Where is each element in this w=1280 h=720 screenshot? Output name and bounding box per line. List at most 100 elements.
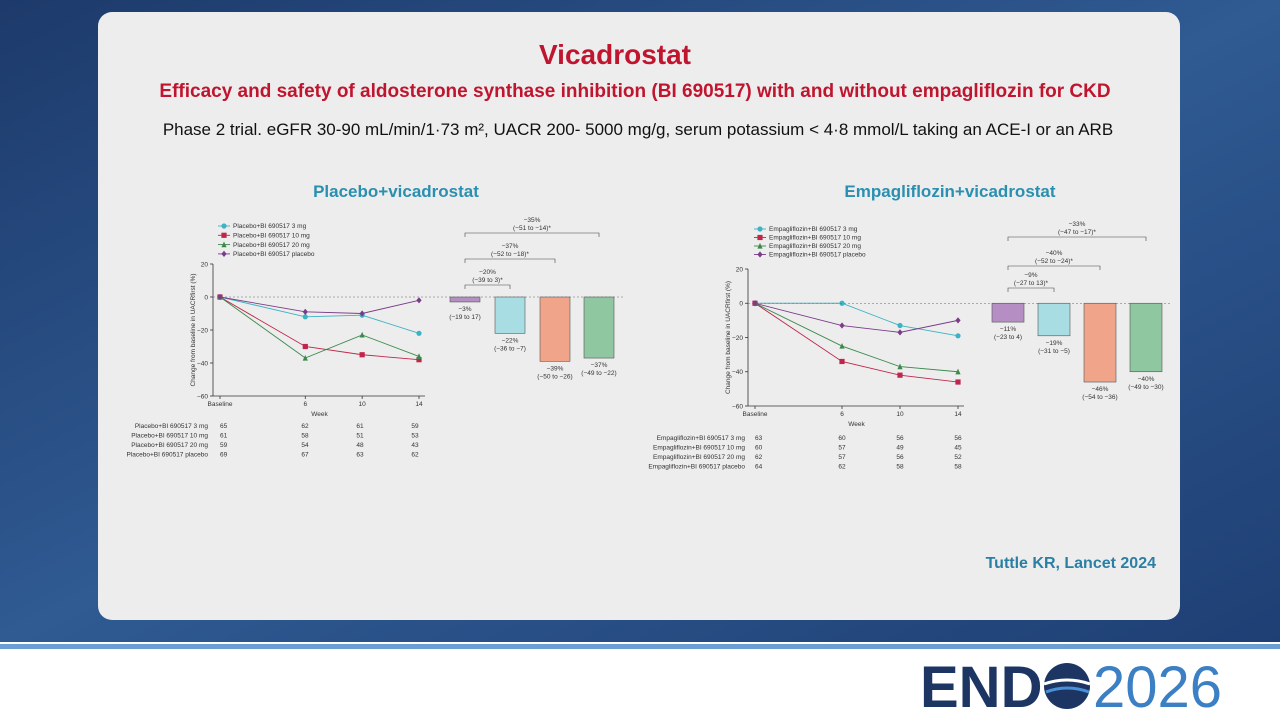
value-label: −3% (458, 306, 471, 313)
marker (416, 353, 422, 359)
at-risk-value: 56 (896, 454, 904, 461)
at-risk-label: Placebo+BI 690517 3 mg (135, 423, 209, 430)
series-line (219, 296, 420, 361)
comparison-ci: (−52 to −18)* (491, 251, 529, 258)
at-risk-value: 64 (755, 464, 763, 471)
comparison-bracket (1007, 265, 1101, 270)
at-risk-label: Empagliflozin+BI 690517 20 mg (653, 454, 745, 461)
legend-marker (221, 241, 227, 248)
legend-label: Placebo+BI 690517 3 mg (233, 223, 307, 230)
value-label: −46% (1092, 386, 1109, 393)
marker (839, 342, 845, 349)
y-tick-label: −20 (197, 327, 208, 334)
marker (839, 358, 845, 365)
marker (416, 357, 422, 363)
at-risk-value: 58 (954, 464, 962, 471)
at-risk-label: Empagliflozin+BI 690517 10 mg (653, 445, 745, 452)
at-risk-value: 62 (411, 452, 419, 459)
title: Vicadrostat (539, 39, 691, 70)
value-label: −19% (1046, 340, 1063, 347)
marker (897, 322, 903, 329)
at-risk-value: 43 (411, 442, 419, 449)
at-risk-value: 57 (838, 445, 846, 452)
series-line (755, 302, 959, 337)
comparison-label: −20% (479, 269, 496, 276)
legend-marker (757, 251, 763, 258)
x-tick-label: 10 (359, 401, 367, 408)
at-risk-label: Placebo+BI 690517 20 mg (131, 442, 208, 449)
marker (302, 354, 308, 361)
series-line (754, 302, 959, 333)
logo-right: 2026 (1093, 655, 1222, 720)
at-risk-label: Empagliflozin+BI 690517 3 mg (657, 435, 746, 442)
comparison-ci: (−51 to −14)* (513, 225, 551, 232)
at-risk-value: 48 (356, 442, 364, 449)
legend-label: Empagliflozin+BI 690517 20 mg (769, 243, 861, 250)
legend-label: Placebo+BI 690517 10 mg (233, 233, 310, 240)
y-axis-label: Change from baseline in UACRfirst (%) (190, 273, 197, 386)
value-label: −39% (547, 365, 564, 372)
comparison-bracket (1007, 287, 1055, 292)
at-risk-label: Empagliflozin+BI 690517 placebo (648, 464, 745, 471)
bar (449, 296, 481, 303)
x-axis-label: Week (848, 421, 865, 428)
logo-globe-line (1045, 686, 1090, 694)
comparison-bracket (464, 232, 600, 237)
bar (1037, 302, 1071, 337)
comparison-bracket (464, 258, 556, 263)
logo: END 2026 (920, 655, 1222, 720)
at-risk-value: 65 (220, 423, 228, 430)
card (98, 12, 1180, 620)
at-risk-value: 51 (356, 433, 364, 440)
legend-label: Empagliflozin+BI 690517 10 mg (769, 235, 861, 242)
marker (955, 379, 961, 385)
marker (897, 329, 903, 336)
marker (955, 333, 961, 339)
marker (416, 297, 422, 304)
legend-marker (221, 250, 227, 257)
at-risk-value: 60 (755, 445, 763, 452)
y-tick-label: −40 (197, 360, 208, 367)
series-line (754, 302, 959, 373)
y-tick-label: 0 (739, 301, 743, 308)
y-tick-label: 20 (736, 266, 744, 273)
at-risk-value: 58 (301, 433, 309, 440)
at-risk-value: 67 (301, 452, 309, 459)
value-label: −22% (502, 337, 519, 344)
y-tick-label: −60 (732, 403, 743, 410)
x-tick-label: Baseline (208, 401, 233, 408)
at-risk-value: 57 (838, 454, 846, 461)
at-risk-value: 58 (896, 464, 904, 471)
citation: Tuttle KR, Lancet 2024 (986, 555, 1157, 572)
at-risk-value: 49 (896, 445, 904, 452)
at-risk-value: 53 (411, 433, 419, 440)
legend-marker (757, 234, 763, 241)
footer-stripe (0, 644, 1280, 649)
series-line (219, 296, 420, 334)
at-risk-value: 62 (838, 464, 846, 471)
bar (494, 296, 526, 334)
x-axis-label: Week (311, 411, 328, 418)
marker (416, 330, 422, 336)
marker (302, 314, 308, 320)
comparison-bracket (1007, 236, 1147, 241)
at-risk-label: Placebo+BI 690517 10 mg (131, 433, 208, 440)
marker (359, 310, 365, 317)
marker (302, 343, 308, 350)
legend-label: Placebo+BI 690517 20 mg (233, 242, 310, 249)
comparison-label: −33% (1069, 221, 1086, 228)
y-tick-label: −20 (732, 335, 743, 342)
at-risk-value: 54 (301, 442, 309, 449)
marker (359, 331, 365, 338)
logo-globe-line (1043, 678, 1091, 686)
at-risk-value: 62 (301, 423, 309, 430)
at-risk-value: 56 (896, 435, 904, 442)
bar (991, 302, 1025, 323)
ci-label: (−50 to −26) (537, 373, 572, 380)
value-label: −11% (1000, 326, 1017, 333)
comparison-ci: (−27 to 13)* (1014, 280, 1049, 287)
at-risk-value: 52 (954, 454, 962, 461)
at-risk-value: 60 (838, 435, 846, 442)
at-risk-value: 59 (411, 423, 419, 430)
